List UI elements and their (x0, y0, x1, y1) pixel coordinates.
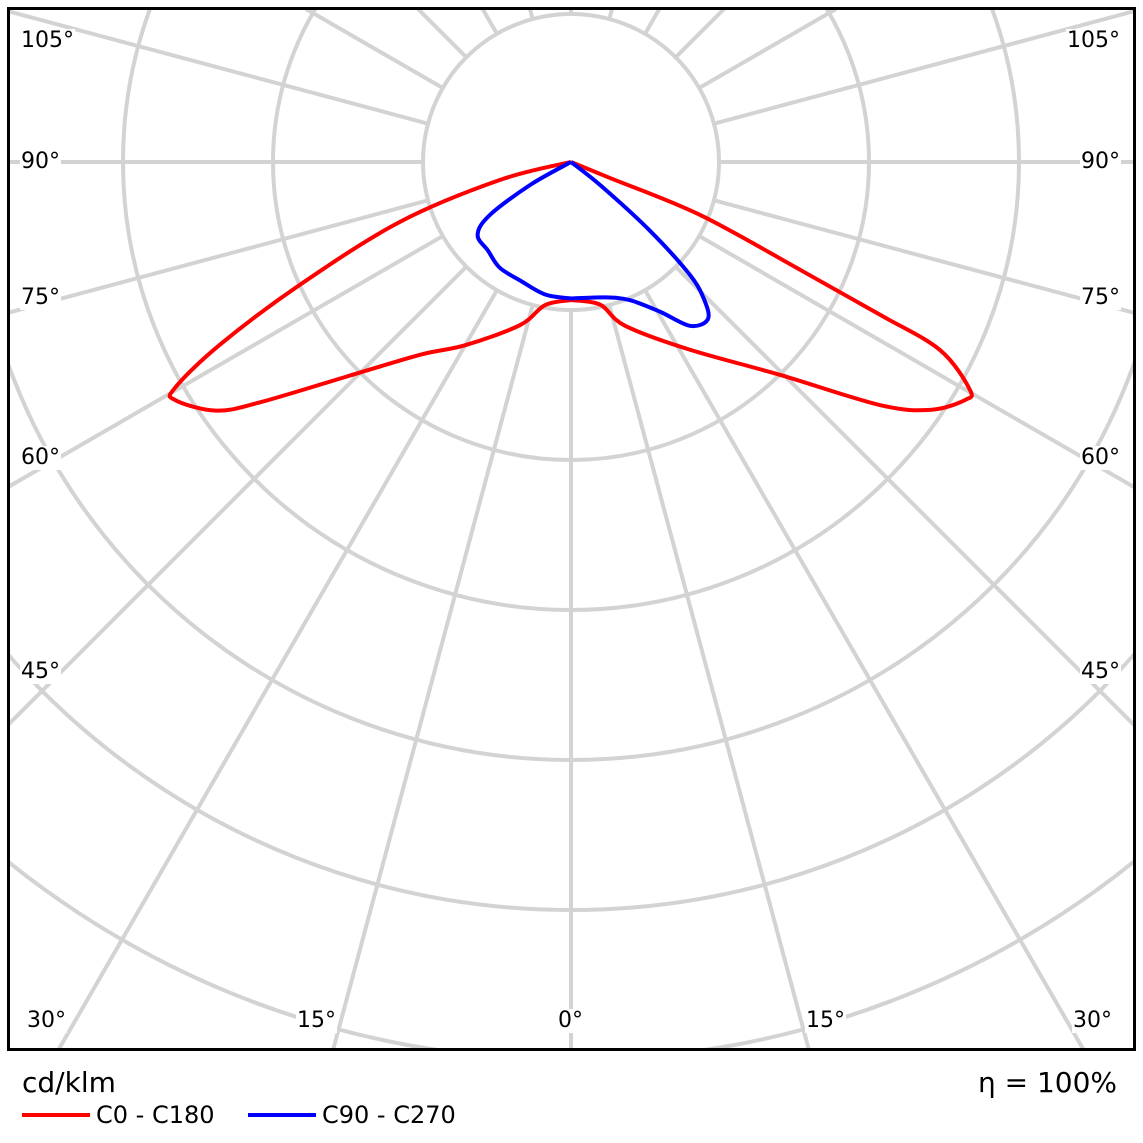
angle-label-right: 90° (1080, 149, 1121, 174)
unit-label: cd/klm (22, 1066, 116, 1099)
angle-label-right: 60° (1080, 445, 1121, 470)
efficiency-label: η = 100% (977, 1066, 1117, 1099)
angle-label-bottom: 0° (557, 1008, 584, 1033)
grid-spoke (607, 9, 614, 20)
grid-spoke (713, 9, 1134, 126)
angle-label-bottom: 15° (296, 1008, 337, 1033)
grid-spoke (528, 9, 535, 20)
angle-label-bottom: 30° (1072, 1008, 1113, 1033)
angle-label-right: 75° (1080, 285, 1121, 310)
grid-spoke (304, 9, 444, 90)
curve-c0-c180-right (570, 160, 974, 413)
angle-label-bottom: 30° (26, 1008, 67, 1033)
grid-spoke (9, 9, 429, 126)
grid-spoke (9, 234, 444, 489)
legend-item-c90-c270: C90 - C270 (248, 1101, 456, 1129)
curve-c90-c270-left (475, 160, 572, 301)
grid-spoke (607, 304, 811, 1049)
angle-label-left: 105° (20, 28, 75, 53)
angle-label-right: 45° (1080, 659, 1121, 684)
grid-spoke (674, 9, 726, 59)
legend-label: C90 - C270 (322, 1101, 456, 1129)
grid-spoke (331, 304, 535, 1049)
polar-grid (9, 9, 1134, 1049)
legend-swatch-blue (248, 1113, 316, 1117)
angle-label-left: 60° (20, 445, 61, 470)
grid-spoke (9, 198, 429, 315)
angle-label-right: 105° (1066, 28, 1121, 53)
grid-spoke (643, 289, 1085, 1049)
grid-spoke (698, 234, 1134, 489)
grid-spoke (416, 9, 468, 59)
curve-c90-c270-right (569, 160, 711, 329)
angle-label-left: 90° (20, 149, 61, 174)
legend-swatch-red (22, 1113, 90, 1117)
chart-frame (7, 7, 1136, 1051)
grid-spoke (713, 198, 1134, 315)
grid-spoke (643, 9, 662, 35)
angle-label-left: 75° (20, 285, 61, 310)
curve-c0-c180-left (167, 160, 572, 413)
grid-spoke (9, 265, 468, 726)
grid-spoke (480, 9, 499, 35)
grid-spoke (57, 289, 499, 1049)
curves (167, 160, 974, 413)
grid-spoke (698, 9, 838, 90)
angle-label-left: 45° (20, 659, 61, 684)
legend-label: C0 - C180 (96, 1101, 215, 1129)
grid-spoke (674, 265, 1134, 727)
angle-label-bottom: 15° (805, 1008, 846, 1033)
legend-item-c0-c180: C0 - C180 (22, 1101, 215, 1129)
